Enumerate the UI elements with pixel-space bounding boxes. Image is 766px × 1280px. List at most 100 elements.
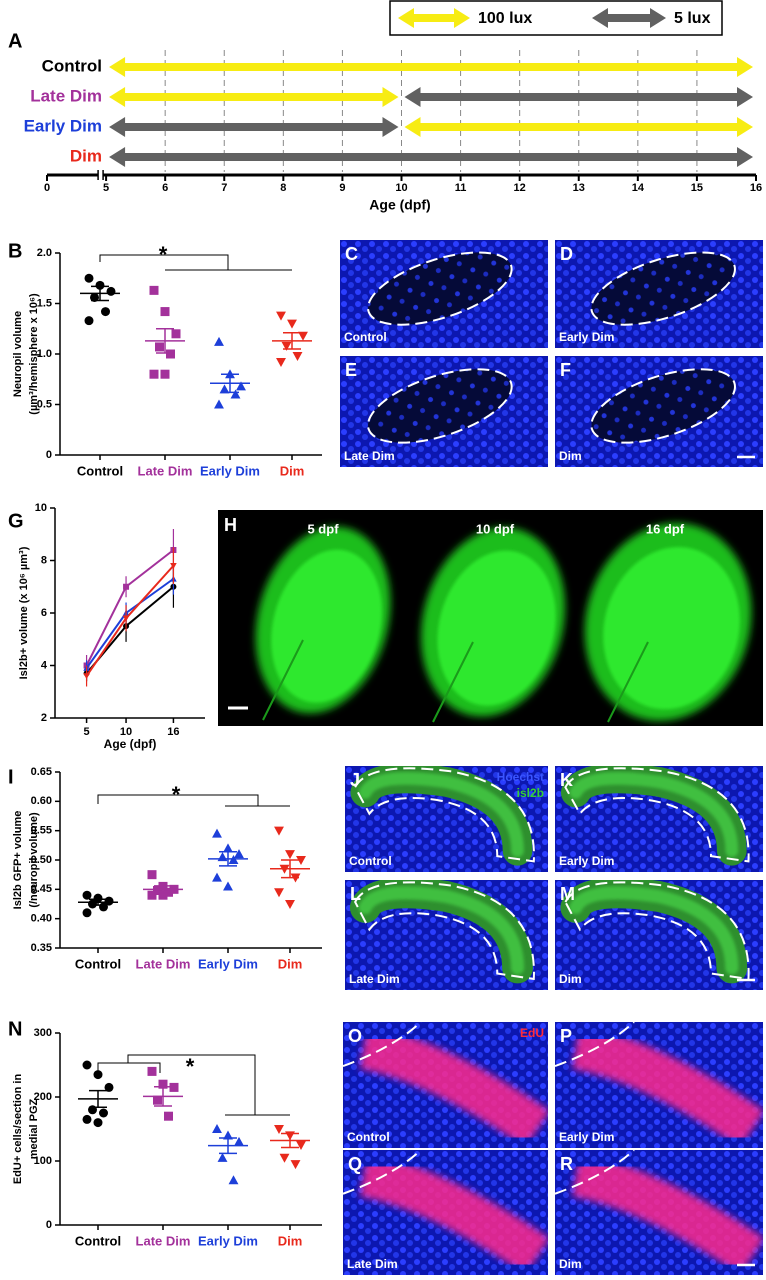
x-tick-label: 16 [167, 726, 179, 738]
light-period [404, 87, 753, 107]
data-point [287, 319, 297, 329]
row-label: Early Dim [24, 116, 102, 135]
data-point [149, 285, 159, 295]
y-tick-label: 6 [41, 607, 47, 619]
data-point [276, 311, 286, 321]
image-caption: Dim [559, 449, 582, 463]
data-point [228, 1175, 239, 1185]
data-point [83, 673, 90, 680]
y-tick-label: 10 [35, 502, 47, 514]
data-point [99, 1108, 108, 1118]
panel-letter: G [8, 510, 24, 532]
x-tick-label: 12 [514, 182, 526, 194]
panel-letter: R [560, 1154, 573, 1174]
y-tick-label: 8 [41, 554, 47, 566]
image-panel: F Dim [555, 356, 763, 467]
image-panel: P Early Dim [555, 1022, 763, 1148]
y-axis-title: medial PGZ [28, 1098, 40, 1159]
panel-letter: I [8, 766, 14, 788]
y-tick-label: 0.65 [31, 766, 52, 778]
y-tick-label: 0.5 [37, 398, 52, 410]
image-caption: Early Dim [559, 330, 614, 344]
row-label: Late Dim [30, 86, 102, 105]
data-point [285, 899, 295, 909]
isl2b-band-core [569, 772, 739, 858]
image-panel: M Dim [555, 880, 763, 990]
y-tick-label: 200 [34, 1091, 52, 1103]
legend-label: 5 lux [674, 10, 711, 27]
row-label: Control [42, 56, 102, 75]
data-point [90, 292, 99, 302]
category-label: Dim [278, 956, 303, 971]
image-caption: 5 dpf [307, 521, 339, 536]
category-label: Early Dim [200, 463, 260, 478]
tectum-core [437, 550, 556, 706]
y-tick-label: 1.5 [37, 297, 52, 309]
row-label: Dim [70, 146, 102, 165]
data-point [93, 1118, 103, 1128]
data-point [104, 1082, 114, 1092]
data-point [217, 1152, 228, 1162]
data-point [153, 1095, 162, 1105]
panel-letter: A [8, 30, 22, 52]
panel-letter: F [560, 360, 571, 380]
image-caption: Dim [559, 972, 582, 986]
data-point [95, 280, 105, 290]
tectum-core [603, 547, 740, 710]
neuropil [368, 369, 512, 443]
x-tick-label: 7 [221, 182, 227, 194]
image-panel: K Early Dim [555, 766, 763, 872]
category-label: Late Dim [136, 1233, 191, 1248]
data-point [236, 381, 246, 391]
y-tick-label: 0.40 [31, 913, 52, 925]
y-tick-label: 0 [46, 449, 52, 461]
x-tick-label: 15 [691, 182, 703, 194]
x-tick-label: 14 [632, 182, 645, 194]
edu-band [359, 1025, 548, 1148]
image-caption: Early Dim [559, 854, 614, 868]
x-tick-label: 6 [162, 182, 168, 194]
x-tick-label: 5 [103, 182, 109, 194]
y-axis-title: (/neuropil volume) [28, 812, 40, 908]
neuropil-outline [590, 251, 736, 326]
image-caption: Late Dim [344, 449, 395, 463]
data-point [223, 881, 233, 891]
series-line [85, 549, 175, 666]
significance-bracket [99, 254, 229, 270]
data-point [214, 336, 224, 346]
channel-label: Hoechst [497, 770, 544, 784]
image-panel: H 5 dpf 10 dpf 16 dpf [218, 510, 763, 726]
data-point [82, 908, 92, 918]
series-line [85, 585, 175, 675]
y-tick-label: 0.50 [31, 854, 52, 866]
y-tick-label: 0.35 [31, 942, 52, 954]
data-point [230, 389, 241, 399]
data-point [158, 890, 168, 900]
x-tick-label: 9 [339, 182, 345, 194]
image-caption: 10 dpf [476, 521, 515, 536]
data-point [290, 1160, 301, 1170]
neuropil-outline [367, 368, 513, 444]
edu-band [359, 1153, 548, 1275]
light-period [109, 147, 754, 167]
data-point [93, 893, 103, 903]
data-point [279, 1153, 290, 1163]
neuropil-outline [590, 368, 736, 444]
data-point [219, 384, 230, 394]
data-point [234, 849, 244, 859]
data-point [101, 307, 110, 317]
panel-letter: H [224, 515, 237, 535]
data-point [93, 1070, 103, 1080]
x-tick-label: 5 [84, 726, 90, 738]
neuropil-outline [354, 767, 535, 863]
data-point [158, 1079, 168, 1089]
light-period [109, 57, 754, 77]
x-tick-label: 10 [395, 182, 407, 194]
neuropil [591, 252, 735, 325]
panel-letter: C [345, 244, 358, 264]
data-point [170, 563, 177, 570]
neuropil-outline [564, 767, 750, 863]
significance-star: * [159, 242, 168, 267]
x-tick-label: 13 [573, 182, 585, 194]
image-panel: C Control [340, 240, 548, 348]
